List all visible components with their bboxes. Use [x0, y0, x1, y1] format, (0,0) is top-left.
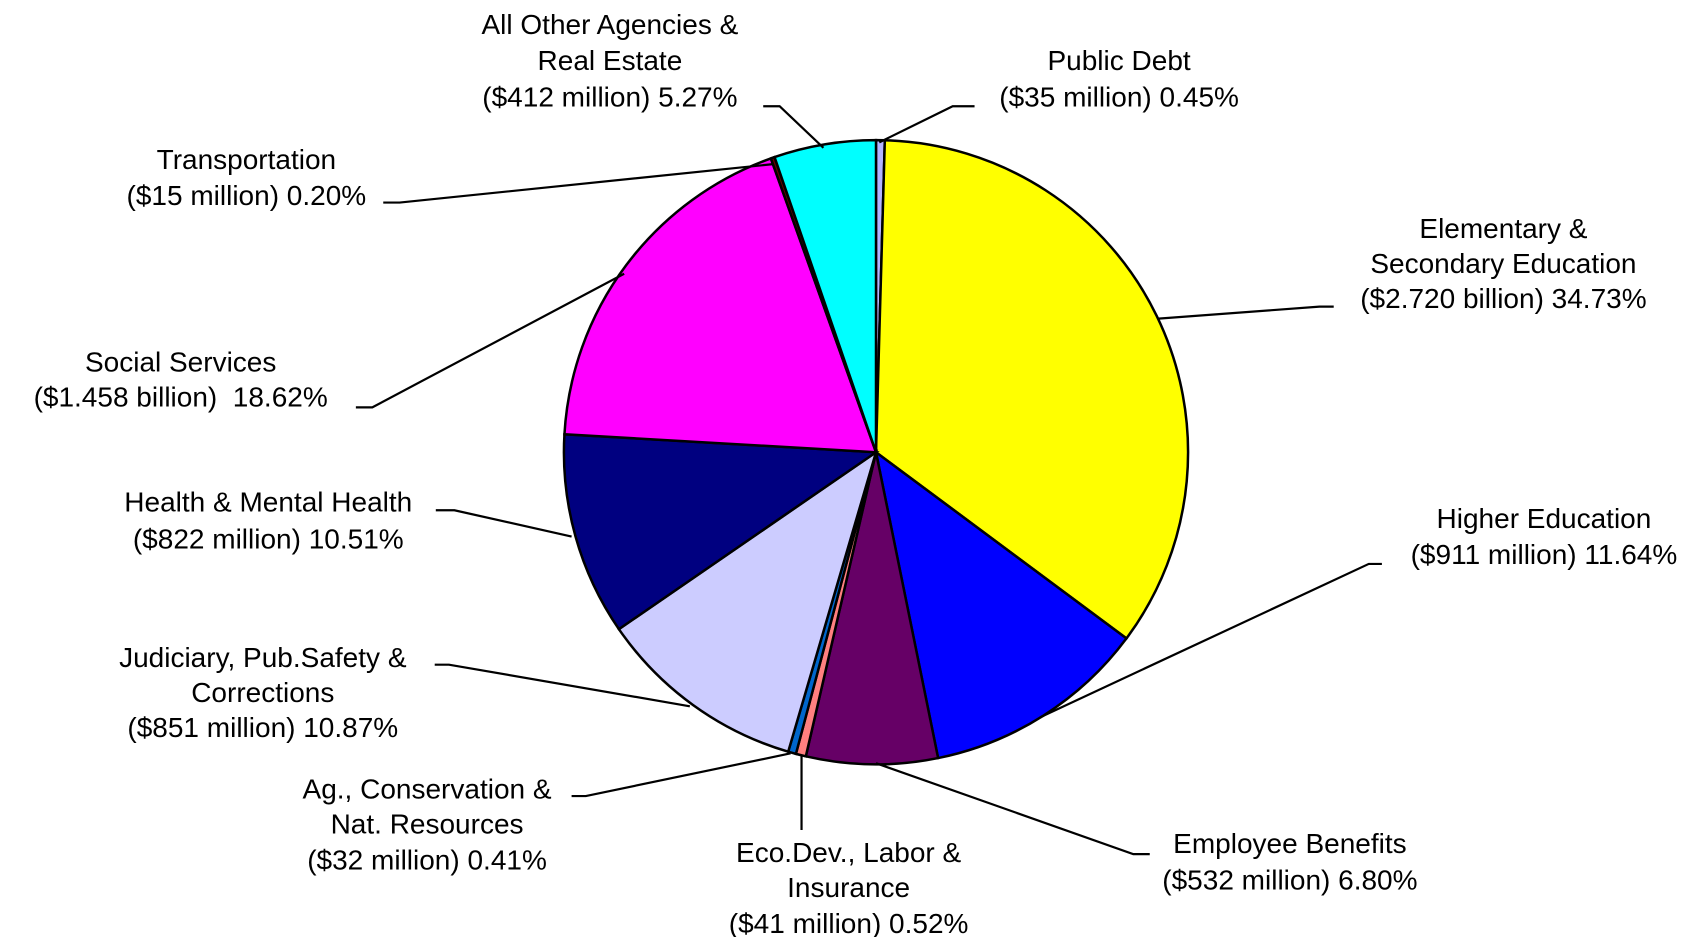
- leader-line: [1158, 305, 1334, 320]
- pie-slice: [874, 138, 1190, 641]
- value-label: ($822 million) 10.51%: [133, 524, 404, 555]
- leader-line: [571, 752, 791, 798]
- value-label: ($1.458 billion) 18.62%: [34, 381, 328, 412]
- value-label: ($41 million) 0.52%: [729, 908, 969, 937]
- slice-label: Eco.Dev., Labor &: [736, 837, 961, 868]
- slice-label: Judiciary, Pub.Safety &: [119, 642, 407, 673]
- slice-label: Ag., Conservation &: [303, 773, 552, 804]
- value-label: ($35 million) 0.45%: [999, 81, 1239, 112]
- slice-label: Health & Mental Health: [124, 487, 412, 518]
- slice-label: Higher Education: [1437, 503, 1652, 534]
- pie-slice: [804, 451, 940, 766]
- leader-line: [1039, 562, 1382, 719]
- slice-label: Secondary Education: [1370, 248, 1636, 279]
- slice-label: Insurance: [787, 872, 910, 903]
- slice-label: Real Estate: [538, 45, 683, 76]
- slice-label: All Other Agencies &: [482, 9, 739, 40]
- leader-line: [875, 762, 1150, 856]
- pie-slice: [562, 432, 880, 631]
- pie-slice: [563, 156, 878, 454]
- slice-label: Social Services: [85, 346, 276, 377]
- value-label: ($32 million) 0.41%: [307, 845, 547, 876]
- slice-label: Public Debt: [1047, 45, 1190, 76]
- pie-slice: [772, 138, 878, 453]
- slice-label: Corrections: [191, 677, 334, 708]
- slice-label: Employee Benefits: [1173, 828, 1406, 859]
- leader-line: [355, 272, 625, 409]
- value-label: ($412 million) 5.27%: [482, 81, 737, 112]
- value-label: ($2.720 billion) 34.73%: [1360, 283, 1646, 314]
- value-label: ($911 million) 11.64%: [1411, 539, 1678, 570]
- value-label: ($15 million) 0.20%: [127, 180, 367, 211]
- leader-line: [435, 509, 572, 538]
- value-label: ($851 million) 10.87%: [127, 712, 398, 743]
- slice-label: Elementary &: [1419, 213, 1587, 244]
- value-label: ($532 million) 6.80%: [1162, 864, 1417, 895]
- leader-line: [878, 105, 975, 144]
- leader-line: [383, 163, 773, 204]
- slice-label: Transportation: [157, 144, 337, 175]
- pie-slice: [617, 449, 879, 754]
- leader-line: [434, 663, 691, 708]
- leader-line: [763, 105, 825, 149]
- slice-label: Nat. Resources: [331, 808, 524, 839]
